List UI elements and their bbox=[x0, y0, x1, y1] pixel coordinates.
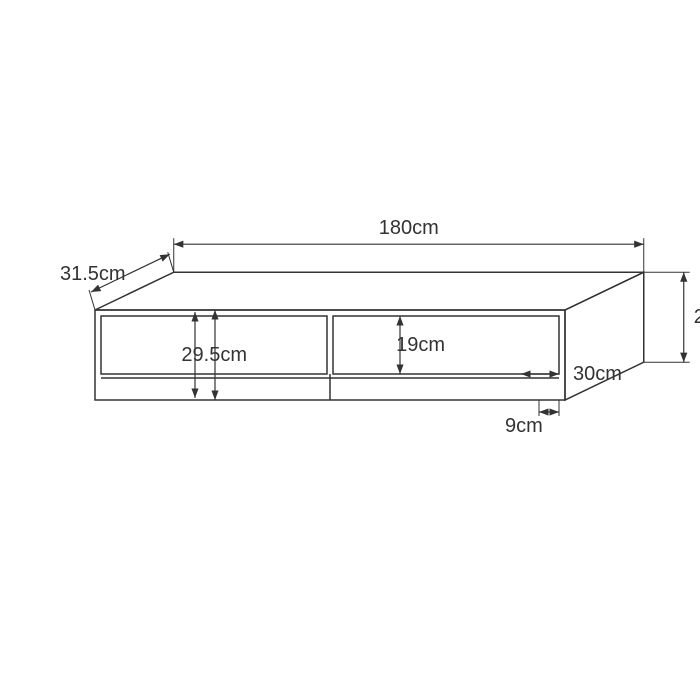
dim-label-width: 180cm bbox=[379, 217, 439, 239]
dim-label-total_height: 29.5cm bbox=[181, 344, 247, 366]
dim-label-drawer_height: 19cm bbox=[396, 334, 445, 356]
drawer-right bbox=[333, 316, 559, 374]
dim-label-outer_height: 29cm bbox=[694, 306, 700, 328]
top-face bbox=[95, 272, 644, 310]
dim-label-shelf_gap: 9cm bbox=[505, 415, 543, 437]
dim-label-depth: 31.5cm bbox=[60, 263, 126, 285]
dim-label-inset: 30cm bbox=[573, 363, 622, 385]
extension-line bbox=[89, 290, 95, 310]
